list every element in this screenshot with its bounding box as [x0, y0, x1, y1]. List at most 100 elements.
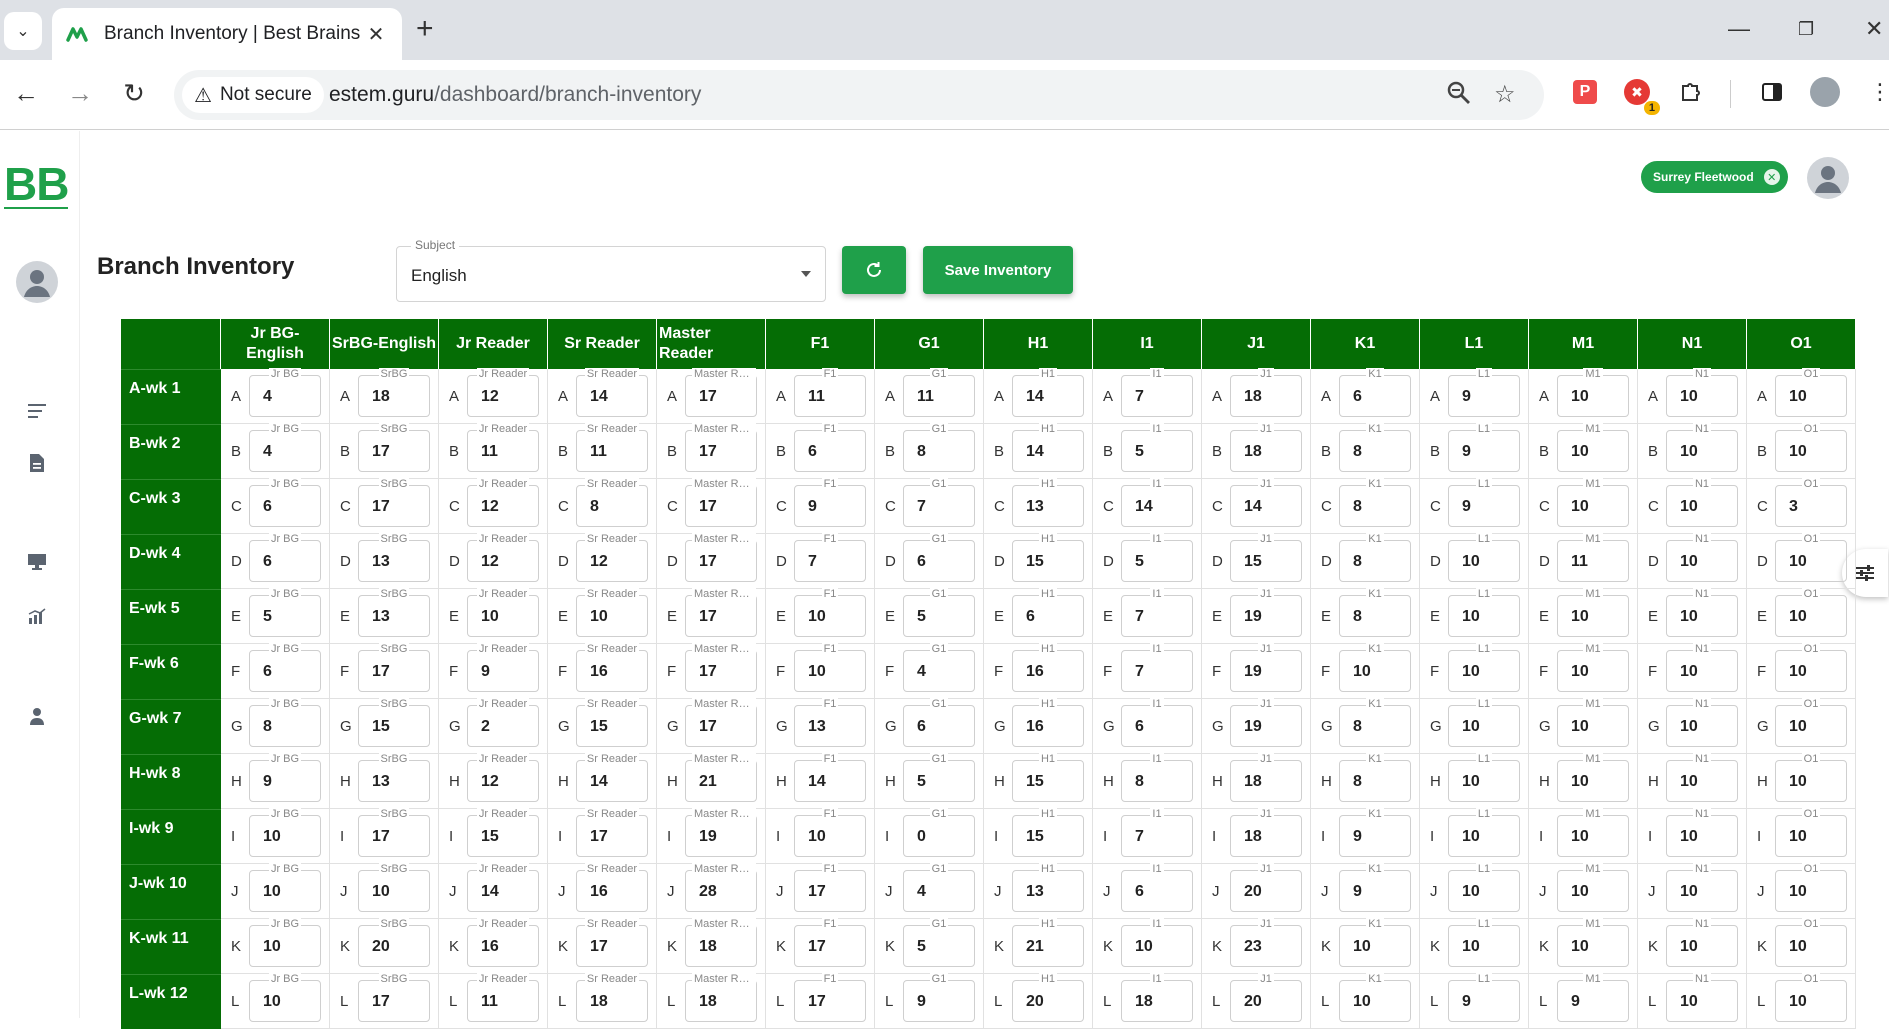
minimize-button[interactable]: — [1728, 16, 1750, 41]
location-chip[interactable]: Surrey Fleetwood ✕ [1641, 161, 1788, 193]
inventory-input[interactable]: M1 10 [1557, 808, 1629, 857]
inventory-input[interactable]: SrBG 20 [358, 918, 430, 967]
sidebar-avatar[interactable] [16, 261, 58, 303]
inventory-input[interactable]: Jr Reader 12 [467, 753, 539, 802]
inventory-input[interactable]: H1 14 [1012, 368, 1084, 417]
inventory-input[interactable]: F1 14 [794, 753, 866, 802]
inventory-input[interactable]: I1 7 [1121, 368, 1193, 417]
inventory-input[interactable]: L1 10 [1448, 533, 1520, 582]
inventory-input[interactable]: L1 10 [1448, 753, 1520, 802]
inventory-input[interactable]: SrBG 10 [358, 863, 430, 912]
inventory-input[interactable]: Sr Reader 8 [576, 478, 648, 527]
inventory-input[interactable]: N1 10 [1666, 753, 1738, 802]
reload-icon[interactable]: ↻ [123, 78, 145, 108]
inventory-input[interactable]: O1 10 [1775, 588, 1847, 637]
inventory-input[interactable]: F1 13 [794, 698, 866, 747]
inventory-input[interactable]: O1 10 [1775, 918, 1847, 967]
browser-menu-icon[interactable]: ⋮ [1869, 79, 1889, 104]
inventory-input[interactable]: F1 11 [794, 368, 866, 417]
inventory-input[interactable]: H1 14 [1012, 423, 1084, 472]
inventory-input[interactable]: N1 10 [1666, 533, 1738, 582]
inventory-input[interactable]: G1 6 [903, 533, 975, 582]
inventory-input[interactable]: J1 18 [1230, 423, 1302, 472]
inventory-input[interactable]: Jr BG 10 [249, 918, 321, 967]
inventory-input[interactable]: K1 10 [1339, 918, 1411, 967]
inventory-input[interactable]: Jr BG 10 [249, 808, 321, 857]
inventory-input[interactable]: Jr Reader 16 [467, 918, 539, 967]
chip-remove-icon[interactable]: ✕ [1763, 169, 1780, 185]
inventory-input[interactable]: G1 7 [903, 478, 975, 527]
inventory-input[interactable]: SrBG 13 [358, 533, 430, 582]
inventory-input[interactable]: Jr Reader 11 [467, 973, 539, 1022]
inventory-input[interactable]: Master Reader 17 [685, 478, 757, 527]
profile-avatar-icon[interactable] [1810, 77, 1840, 107]
inventory-input[interactable]: J1 23 [1230, 918, 1302, 967]
inventory-input[interactable]: K1 8 [1339, 753, 1411, 802]
inventory-input[interactable]: Jr Reader 11 [467, 423, 539, 472]
inventory-input[interactable]: K1 10 [1339, 973, 1411, 1022]
inventory-input[interactable]: H1 20 [1012, 973, 1084, 1022]
window-close-button[interactable]: ✕ [1865, 16, 1884, 41]
inventory-input[interactable]: M1 10 [1557, 368, 1629, 417]
inventory-input[interactable]: G1 6 [903, 698, 975, 747]
inventory-input[interactable]: Master Reader 17 [685, 368, 757, 417]
inventory-input[interactable]: G1 5 [903, 588, 975, 637]
inventory-input[interactable]: Jr BG 4 [249, 368, 321, 417]
inventory-input[interactable]: L1 10 [1448, 863, 1520, 912]
inventory-input[interactable]: Sr Reader 17 [576, 918, 648, 967]
inventory-input[interactable]: H1 13 [1012, 863, 1084, 912]
presentation-icon[interactable] [26, 551, 48, 573]
inventory-input[interactable]: G1 4 [903, 643, 975, 692]
inventory-input[interactable]: O1 10 [1775, 533, 1847, 582]
inventory-input[interactable]: M1 10 [1557, 918, 1629, 967]
inventory-input[interactable]: I1 7 [1121, 588, 1193, 637]
inventory-input[interactable]: G1 9 [903, 973, 975, 1022]
inventory-input[interactable]: H1 15 [1012, 808, 1084, 857]
tab-search-button[interactable]: ⌄ [4, 12, 42, 50]
inventory-input[interactable]: Sr Reader 16 [576, 643, 648, 692]
refresh-button[interactable] [842, 246, 906, 294]
inventory-input[interactable]: Jr Reader 9 [467, 643, 539, 692]
inventory-input[interactable]: O1 10 [1775, 368, 1847, 417]
inventory-input[interactable]: J1 19 [1230, 698, 1302, 747]
inventory-input[interactable]: SrBG 17 [358, 973, 430, 1022]
inventory-input[interactable]: L1 10 [1448, 808, 1520, 857]
inventory-input[interactable]: K1 8 [1339, 588, 1411, 637]
inventory-input[interactable]: SrBG 17 [358, 643, 430, 692]
inventory-input[interactable]: J1 15 [1230, 533, 1302, 582]
inventory-input[interactable]: Jr Reader 15 [467, 808, 539, 857]
back-arrow-icon[interactable]: ← [13, 78, 39, 108]
inventory-input[interactable]: L1 9 [1448, 478, 1520, 527]
restore-button[interactable]: ❐ [1798, 19, 1815, 39]
extension-shield-icon[interactable]: ✖ 1 [1622, 77, 1660, 115]
bookmark-star-icon[interactable]: ☆ [1494, 81, 1516, 108]
person-icon[interactable] [26, 705, 48, 727]
inventory-input[interactable]: Jr BG 10 [249, 863, 321, 912]
browser-tab-active[interactable]: Branch Inventory | Best Brains ✕ [52, 8, 402, 60]
inventory-input[interactable]: N1 10 [1666, 863, 1738, 912]
inventory-input[interactable]: N1 10 [1666, 588, 1738, 637]
inventory-input[interactable]: O1 3 [1775, 478, 1847, 527]
inventory-input[interactable]: Jr Reader 14 [467, 863, 539, 912]
inventory-input[interactable]: M1 10 [1557, 643, 1629, 692]
inventory-input[interactable]: M1 10 [1557, 753, 1629, 802]
inventory-input[interactable]: Jr BG 6 [249, 643, 321, 692]
inventory-input[interactable]: Sr Reader 15 [576, 698, 648, 747]
inventory-input[interactable]: I1 5 [1121, 533, 1193, 582]
inventory-input[interactable]: Jr Reader 12 [467, 478, 539, 527]
close-icon[interactable]: ✕ [367, 23, 385, 46]
inventory-input[interactable]: SrBG 13 [358, 753, 430, 802]
zoom-icon[interactable] [1446, 80, 1472, 113]
inventory-input[interactable]: I1 5 [1121, 423, 1193, 472]
inventory-input[interactable]: L1 9 [1448, 368, 1520, 417]
inventory-input[interactable]: K1 8 [1339, 533, 1411, 582]
inventory-input[interactable]: G1 4 [903, 863, 975, 912]
inventory-input[interactable]: N1 10 [1666, 478, 1738, 527]
inventory-input[interactable]: I1 8 [1121, 753, 1193, 802]
inventory-input[interactable]: H1 15 [1012, 753, 1084, 802]
inventory-input[interactable]: Jr Reader 12 [467, 533, 539, 582]
inventory-input[interactable]: O1 10 [1775, 423, 1847, 472]
inventory-input[interactable]: Sr Reader 14 [576, 368, 648, 417]
menu-lines-icon[interactable] [26, 400, 48, 422]
inventory-input[interactable]: K1 9 [1339, 863, 1411, 912]
